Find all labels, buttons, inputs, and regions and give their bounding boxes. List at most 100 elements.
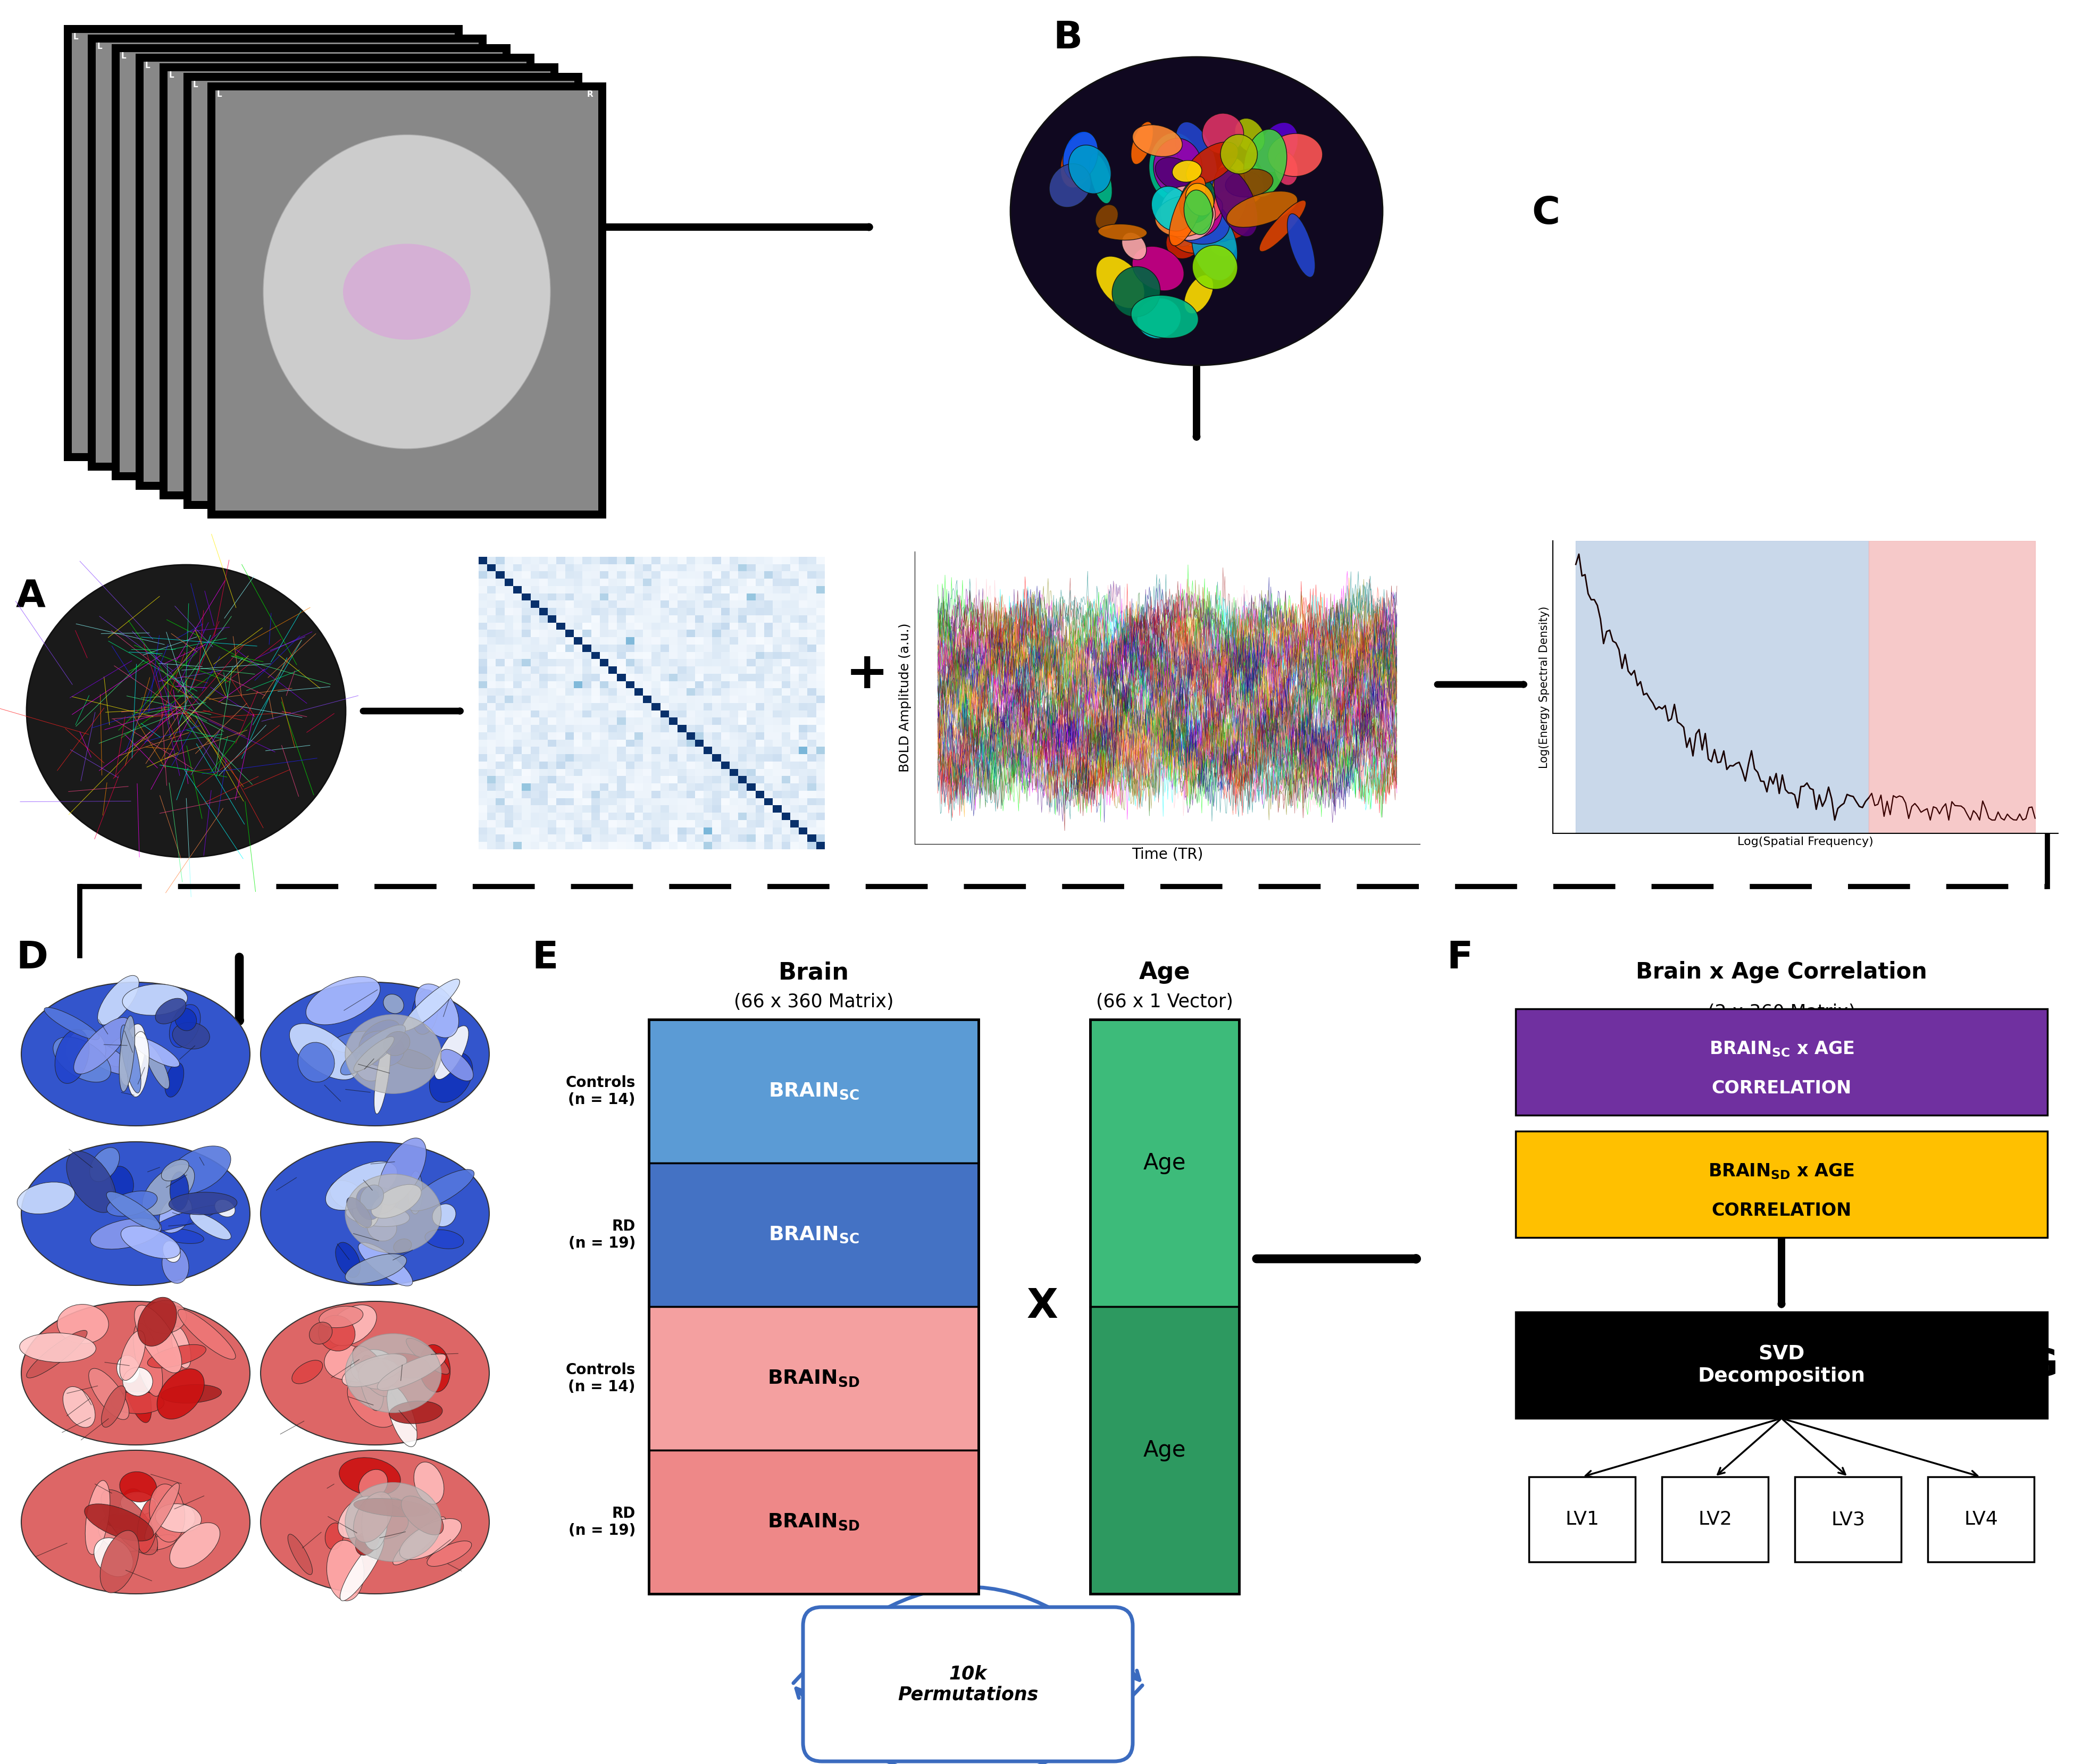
Ellipse shape <box>355 1050 386 1081</box>
Ellipse shape <box>415 1462 444 1505</box>
Ellipse shape <box>1155 196 1213 236</box>
FancyBboxPatch shape <box>649 1020 979 1162</box>
Ellipse shape <box>272 215 398 310</box>
Ellipse shape <box>27 1330 87 1378</box>
Ellipse shape <box>346 1376 398 1427</box>
Text: R: R <box>587 90 593 99</box>
Ellipse shape <box>1172 187 1222 236</box>
FancyBboxPatch shape <box>160 64 558 499</box>
FancyBboxPatch shape <box>1794 1476 1902 1561</box>
FancyBboxPatch shape <box>1529 1476 1634 1561</box>
Ellipse shape <box>1193 212 1238 280</box>
Ellipse shape <box>261 1302 489 1445</box>
Text: E: E <box>531 940 558 977</box>
Ellipse shape <box>160 1196 193 1233</box>
Ellipse shape <box>118 1492 160 1529</box>
Ellipse shape <box>1176 217 1213 247</box>
Text: (2 x 360 Matrix): (2 x 360 Matrix) <box>1707 1004 1856 1021</box>
FancyBboxPatch shape <box>1516 1009 2047 1115</box>
Ellipse shape <box>93 1538 133 1577</box>
Ellipse shape <box>307 977 380 1025</box>
Text: (66 x 1 Vector): (66 x 1 Vector) <box>1095 993 1234 1011</box>
Ellipse shape <box>145 1043 170 1088</box>
Text: L: L <box>120 53 127 60</box>
Ellipse shape <box>145 1535 176 1551</box>
Ellipse shape <box>1267 134 1323 176</box>
Ellipse shape <box>106 1034 147 1067</box>
Ellipse shape <box>1060 132 1097 187</box>
Ellipse shape <box>110 1166 133 1198</box>
Ellipse shape <box>1207 189 1255 240</box>
Ellipse shape <box>54 1028 89 1083</box>
FancyBboxPatch shape <box>649 1162 979 1307</box>
Ellipse shape <box>429 1053 473 1102</box>
Ellipse shape <box>336 1242 361 1277</box>
Ellipse shape <box>361 1494 388 1551</box>
Y-axis label: BOLD Amplitude (a.u.): BOLD Amplitude (a.u.) <box>898 623 913 773</box>
Ellipse shape <box>137 1297 176 1346</box>
Ellipse shape <box>120 1330 145 1381</box>
Ellipse shape <box>106 1191 158 1217</box>
Ellipse shape <box>1049 164 1091 208</box>
Ellipse shape <box>143 1164 195 1215</box>
Ellipse shape <box>413 990 438 1034</box>
Ellipse shape <box>317 1316 355 1351</box>
Ellipse shape <box>120 1226 180 1258</box>
Ellipse shape <box>216 1200 234 1217</box>
FancyBboxPatch shape <box>1091 1020 1238 1307</box>
Ellipse shape <box>75 1018 131 1074</box>
Ellipse shape <box>1149 132 1201 201</box>
Ellipse shape <box>164 1503 195 1531</box>
Ellipse shape <box>1184 275 1213 314</box>
Ellipse shape <box>319 235 446 330</box>
Ellipse shape <box>62 1387 95 1427</box>
Ellipse shape <box>143 86 431 400</box>
Ellipse shape <box>1137 298 1180 339</box>
Ellipse shape <box>369 1187 400 1217</box>
Ellipse shape <box>292 1360 324 1383</box>
Ellipse shape <box>373 1041 390 1113</box>
FancyBboxPatch shape <box>87 35 487 471</box>
Ellipse shape <box>162 1159 189 1180</box>
Ellipse shape <box>118 1016 135 1092</box>
Ellipse shape <box>355 1498 429 1517</box>
Ellipse shape <box>1226 191 1298 228</box>
Ellipse shape <box>216 116 502 430</box>
Ellipse shape <box>440 1050 473 1081</box>
Ellipse shape <box>172 1023 209 1050</box>
Ellipse shape <box>377 1353 446 1390</box>
Ellipse shape <box>1234 118 1265 153</box>
Ellipse shape <box>19 1334 95 1362</box>
Ellipse shape <box>162 1385 222 1402</box>
Ellipse shape <box>290 1023 359 1080</box>
Text: RD
(n = 19): RD (n = 19) <box>568 1506 635 1538</box>
Ellipse shape <box>353 1192 380 1228</box>
Text: X: X <box>1027 1288 1058 1327</box>
Ellipse shape <box>344 1334 442 1413</box>
Ellipse shape <box>359 1496 377 1559</box>
Text: CORRELATION: CORRELATION <box>1711 1201 1852 1219</box>
Ellipse shape <box>263 134 550 448</box>
FancyBboxPatch shape <box>1091 1307 1238 1595</box>
Ellipse shape <box>346 1360 404 1383</box>
Ellipse shape <box>261 1141 489 1286</box>
Ellipse shape <box>1168 205 1205 236</box>
FancyBboxPatch shape <box>1661 1476 1769 1561</box>
Ellipse shape <box>1211 157 1249 228</box>
Ellipse shape <box>359 1030 404 1067</box>
Ellipse shape <box>415 984 458 1037</box>
Ellipse shape <box>1168 205 1222 254</box>
Ellipse shape <box>166 1062 185 1097</box>
FancyBboxPatch shape <box>112 44 510 480</box>
Ellipse shape <box>1130 122 1153 164</box>
Ellipse shape <box>319 1305 363 1328</box>
Ellipse shape <box>191 106 479 420</box>
Ellipse shape <box>160 1228 203 1244</box>
Ellipse shape <box>120 1471 158 1501</box>
Ellipse shape <box>328 1540 363 1600</box>
FancyBboxPatch shape <box>191 81 574 501</box>
Ellipse shape <box>382 1353 429 1378</box>
Ellipse shape <box>344 1175 442 1252</box>
Text: Brain: Brain <box>778 961 848 984</box>
Ellipse shape <box>178 1309 236 1360</box>
